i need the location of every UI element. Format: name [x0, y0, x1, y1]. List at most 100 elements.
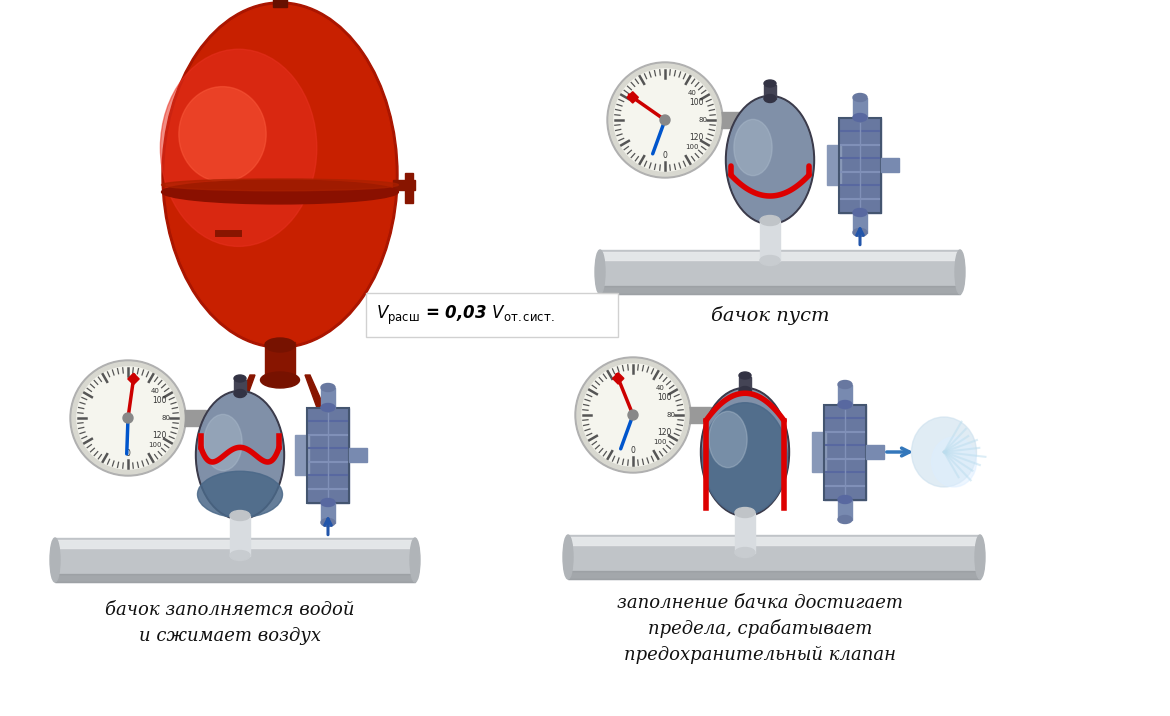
Bar — [739, 377, 751, 390]
Ellipse shape — [165, 5, 395, 345]
Bar — [824, 405, 866, 500]
Ellipse shape — [321, 498, 335, 506]
Text: 0: 0 — [631, 447, 635, 455]
Bar — [881, 158, 899, 172]
Ellipse shape — [853, 114, 867, 122]
Ellipse shape — [853, 94, 867, 102]
Bar — [812, 432, 826, 472]
Text: 100: 100 — [689, 97, 703, 107]
Ellipse shape — [160, 49, 317, 246]
Bar — [721, 112, 743, 128]
Ellipse shape — [853, 228, 867, 236]
Ellipse shape — [725, 95, 814, 225]
Ellipse shape — [975, 535, 985, 579]
Circle shape — [73, 362, 184, 474]
Text: 0: 0 — [125, 450, 130, 458]
Bar — [349, 448, 367, 462]
Ellipse shape — [321, 404, 335, 412]
Circle shape — [577, 359, 689, 471]
Ellipse shape — [760, 256, 780, 266]
Ellipse shape — [838, 495, 852, 503]
Ellipse shape — [735, 508, 755, 518]
Bar — [273, 0, 287, 7]
Bar — [600, 286, 961, 294]
Polygon shape — [222, 375, 255, 438]
Circle shape — [610, 64, 721, 176]
Ellipse shape — [764, 95, 776, 102]
Bar — [567, 535, 980, 579]
Ellipse shape — [838, 516, 852, 523]
Text: 40: 40 — [655, 385, 665, 392]
Ellipse shape — [230, 551, 250, 561]
Text: 40: 40 — [150, 388, 159, 395]
Ellipse shape — [838, 400, 852, 409]
Ellipse shape — [264, 338, 295, 352]
Circle shape — [581, 364, 684, 466]
Text: 100: 100 — [653, 439, 667, 445]
Text: 80: 80 — [666, 412, 675, 418]
Ellipse shape — [838, 380, 852, 389]
Ellipse shape — [198, 392, 282, 518]
FancyBboxPatch shape — [366, 293, 618, 337]
Bar — [321, 503, 335, 523]
Ellipse shape — [596, 250, 605, 294]
Text: 100: 100 — [656, 392, 672, 402]
Polygon shape — [305, 375, 338, 438]
Ellipse shape — [931, 437, 977, 487]
Ellipse shape — [179, 87, 267, 182]
Bar — [760, 221, 780, 261]
Ellipse shape — [195, 390, 284, 520]
Circle shape — [607, 62, 723, 178]
Ellipse shape — [234, 375, 246, 382]
Bar — [600, 250, 961, 294]
Ellipse shape — [204, 415, 242, 470]
Bar — [55, 540, 415, 548]
Text: бачок заполняется водой: бачок заполняется водой — [105, 601, 355, 619]
Bar — [827, 145, 841, 185]
Text: 40: 40 — [687, 90, 696, 97]
Bar — [613, 373, 624, 384]
Bar — [567, 537, 980, 545]
Bar — [264, 342, 295, 380]
Bar — [839, 117, 881, 213]
Bar — [295, 435, 309, 475]
Bar — [600, 252, 961, 260]
Ellipse shape — [161, 180, 399, 204]
Ellipse shape — [261, 372, 300, 388]
Text: 100: 100 — [147, 442, 161, 448]
Ellipse shape — [739, 387, 751, 395]
Ellipse shape — [955, 250, 965, 294]
Bar — [307, 407, 349, 503]
Bar — [853, 213, 867, 233]
Bar — [764, 84, 776, 99]
Ellipse shape — [911, 417, 977, 487]
Ellipse shape — [50, 538, 60, 582]
Text: заполнение бачка достигает: заполнение бачка достигает — [617, 594, 903, 612]
Text: предела, срабатывает: предела, срабатывает — [648, 619, 872, 639]
Text: 80: 80 — [161, 415, 170, 421]
Bar — [307, 407, 349, 503]
Text: 100: 100 — [684, 144, 698, 150]
Bar — [853, 97, 867, 117]
Circle shape — [70, 360, 186, 476]
Ellipse shape — [701, 387, 790, 516]
Text: 120: 120 — [656, 428, 672, 437]
Bar — [866, 445, 885, 459]
Text: предохранительный клапан: предохранительный клапан — [624, 646, 896, 664]
Ellipse shape — [739, 372, 751, 379]
Circle shape — [574, 357, 691, 473]
Ellipse shape — [709, 412, 748, 468]
Text: и сжимает воздух: и сжимает воздух — [139, 627, 321, 645]
Ellipse shape — [735, 548, 755, 558]
Ellipse shape — [853, 208, 867, 216]
Ellipse shape — [321, 518, 335, 526]
Ellipse shape — [410, 538, 420, 582]
Circle shape — [628, 410, 638, 420]
Ellipse shape — [234, 390, 246, 397]
Bar — [184, 410, 206, 426]
Ellipse shape — [702, 390, 787, 515]
Bar — [627, 92, 639, 103]
Ellipse shape — [198, 471, 282, 518]
Text: бачок пуст: бачок пуст — [710, 306, 830, 324]
Ellipse shape — [764, 80, 776, 87]
